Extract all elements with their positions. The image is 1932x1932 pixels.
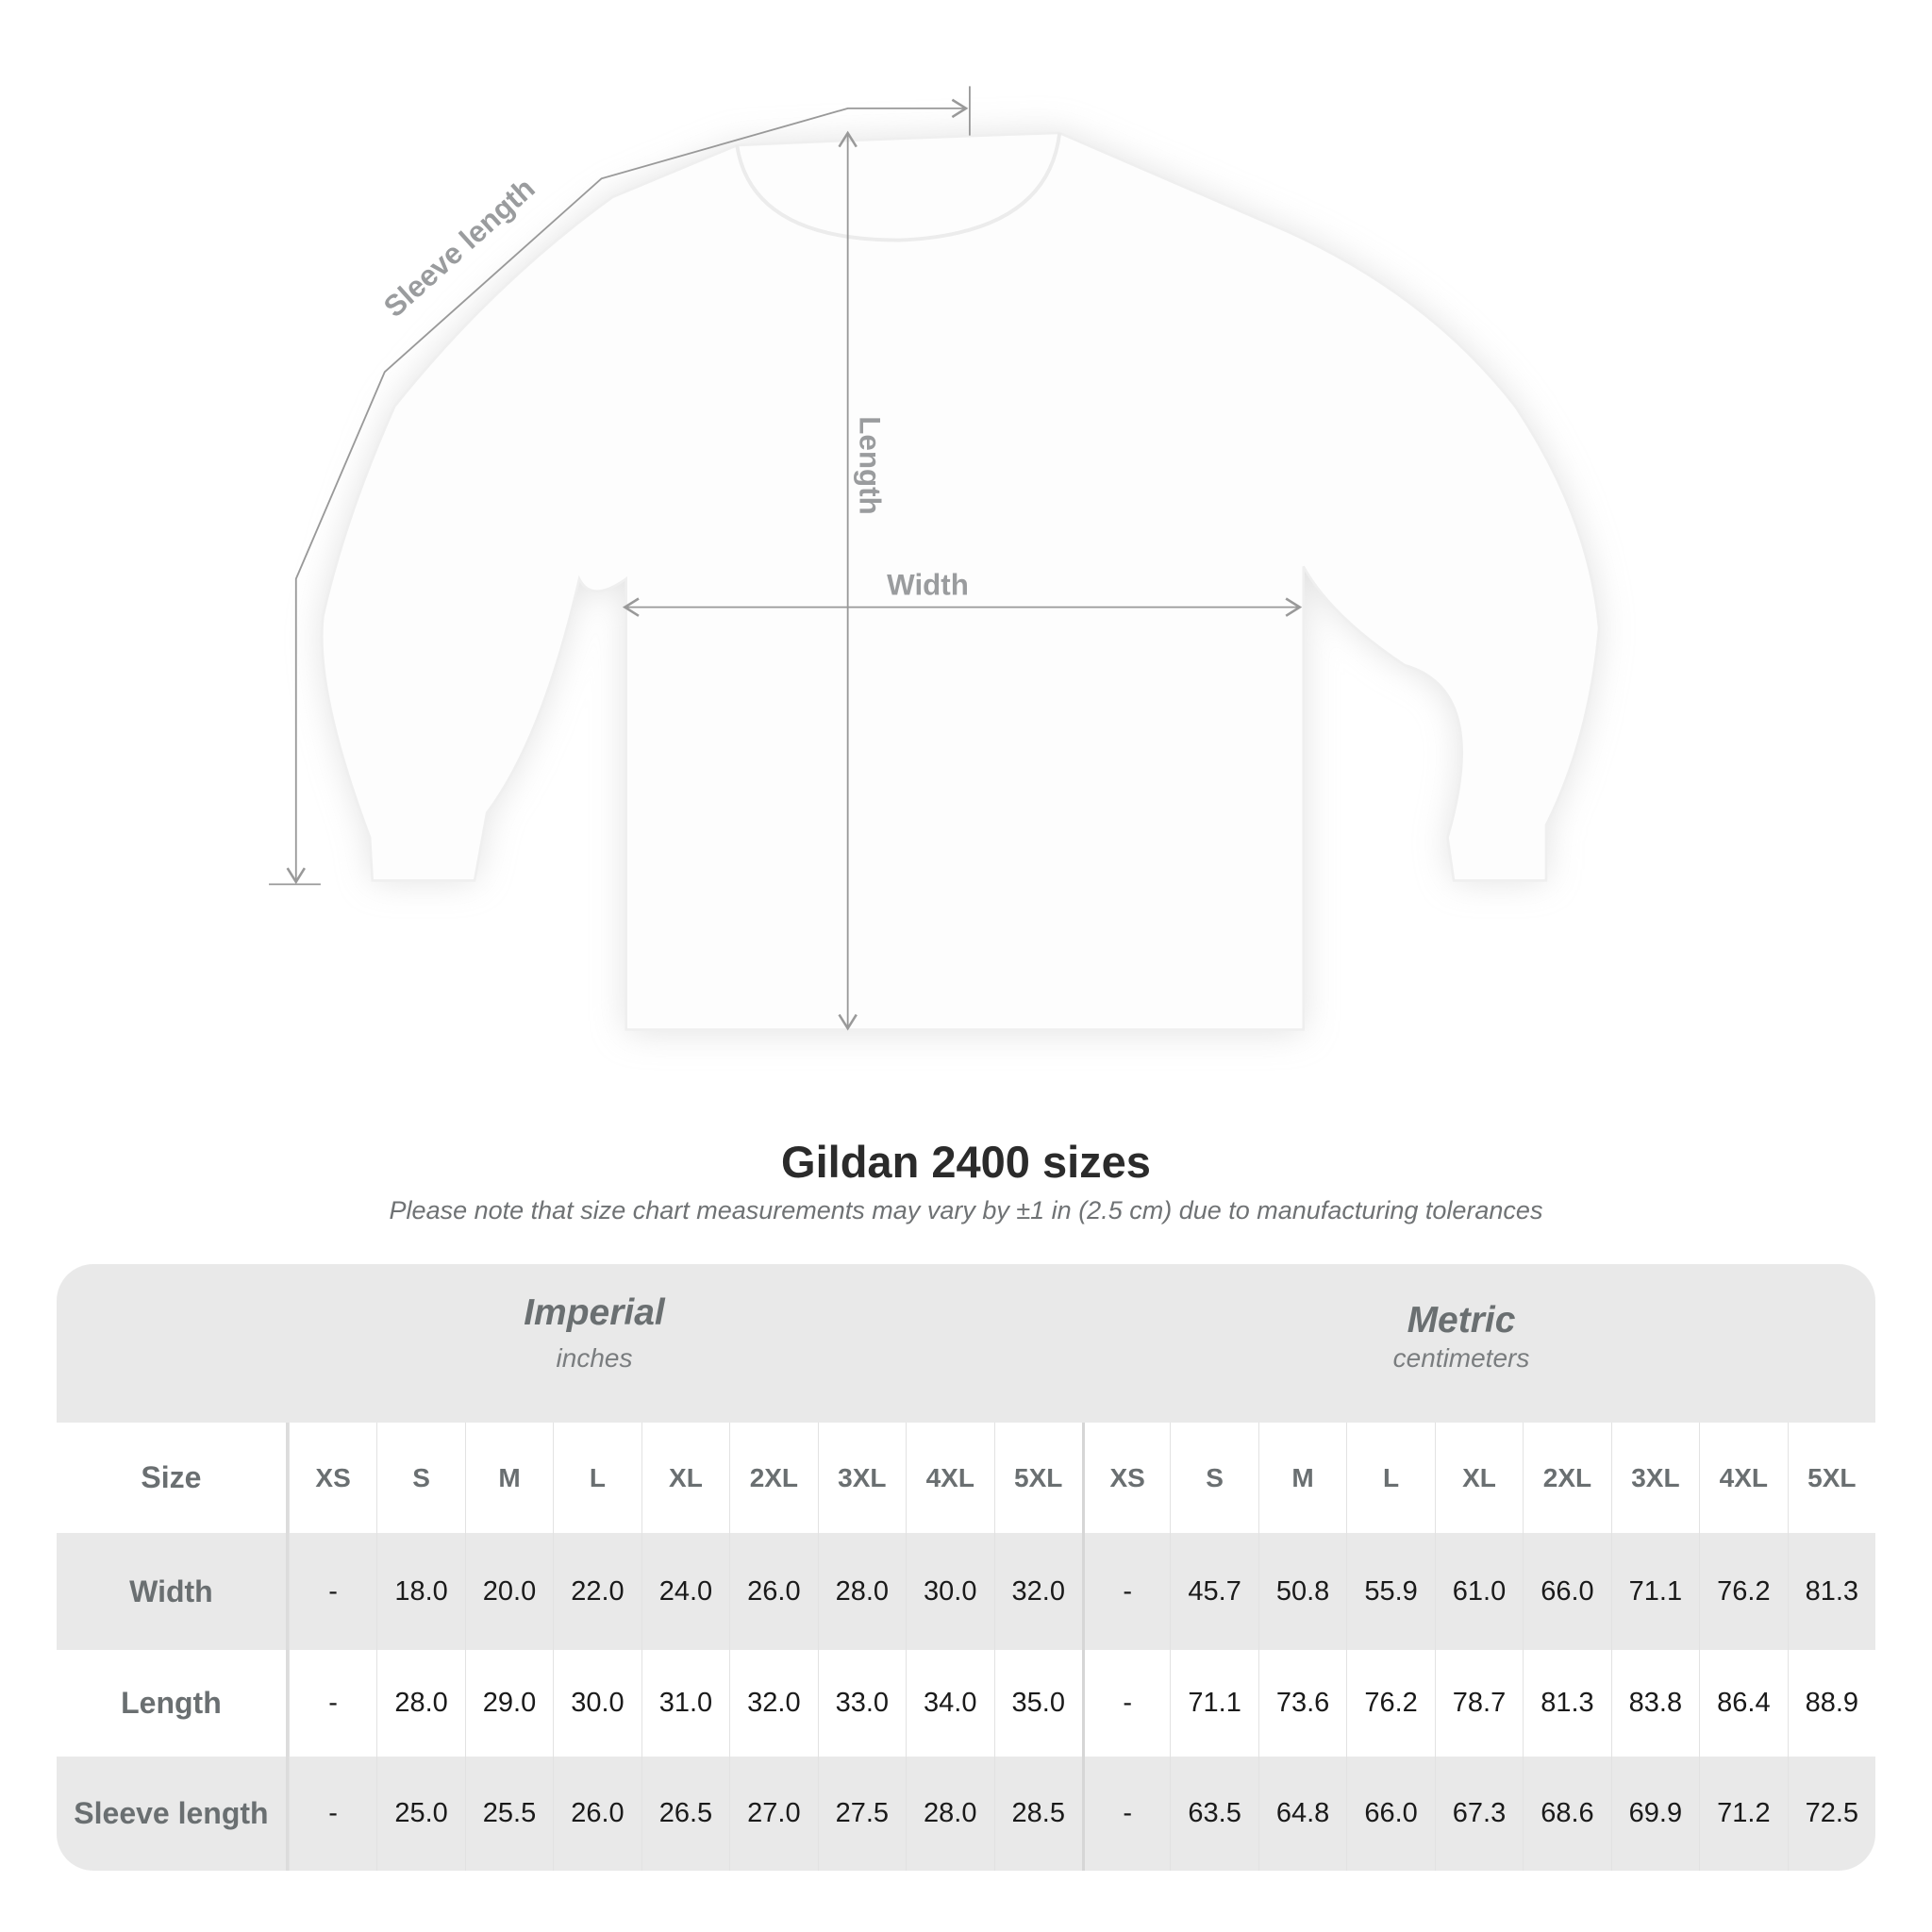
size-header-cell: XS: [288, 1423, 376, 1533]
imperial-header: Imperial inches: [358, 1292, 830, 1374]
value-cell: 61.0: [1434, 1533, 1523, 1650]
value-cell: 26.0: [553, 1757, 641, 1871]
row-label: Sleeve length: [57, 1757, 289, 1871]
value-cell: 25.5: [464, 1757, 553, 1871]
value-cell: 86.4: [1699, 1650, 1787, 1757]
value-cell: 22.0: [553, 1533, 641, 1650]
value-cell: 28.5: [993, 1757, 1082, 1871]
size-header-cell: 3XL: [1610, 1423, 1699, 1533]
value-cell: 20.0: [464, 1533, 553, 1650]
size-header-cell: 4XL: [1699, 1423, 1787, 1533]
value-cell: -: [1081, 1650, 1170, 1757]
value-cell: 81.3: [1523, 1650, 1610, 1757]
value-cell: 76.2: [1699, 1533, 1787, 1650]
value-cell: 66.0: [1523, 1533, 1610, 1650]
value-cell: 71.2: [1699, 1757, 1787, 1871]
sleeve-length-line: [286, 98, 969, 885]
value-cell: 28.0: [817, 1533, 906, 1650]
value-cell: 50.8: [1257, 1533, 1346, 1650]
value-cell: 28.0: [376, 1650, 464, 1757]
size-header-cell: 2XL: [729, 1423, 817, 1533]
imperial-unit: inches: [556, 1343, 633, 1373]
value-cell: 73.6: [1257, 1650, 1346, 1757]
value-cell: -: [1081, 1533, 1170, 1650]
value-cell: 35.0: [993, 1650, 1082, 1757]
value-cell: 25.0: [376, 1757, 464, 1871]
value-cell: 31.0: [641, 1650, 729, 1757]
row-label: Size: [57, 1423, 289, 1533]
value-cell: 69.9: [1610, 1757, 1699, 1871]
size-header-row: Size XS S M L XL 2XL 3XL 4XL 5XL XS S M L XL 2XL 3XL 4XL 5…: [57, 1423, 1875, 1533]
value-cell: -: [288, 1757, 376, 1871]
value-cell: 33.0: [817, 1650, 906, 1757]
value-cell: 30.0: [906, 1533, 993, 1650]
value-cell: -: [288, 1650, 376, 1757]
width-label: Width: [887, 569, 969, 602]
value-cell: 76.2: [1346, 1650, 1434, 1757]
value-cell: 28.0: [906, 1757, 993, 1871]
row-label: Width: [57, 1533, 289, 1650]
value-cell: 32.0: [729, 1650, 817, 1757]
long-sleeve-shirt-diagram: Sleeve length Length Width: [269, 86, 1601, 1033]
value-cell: 18.0: [376, 1533, 464, 1650]
value-cell: 26.5: [641, 1757, 729, 1871]
value-cell: 27.0: [729, 1757, 817, 1871]
size-header-cell: 3XL: [817, 1423, 906, 1533]
value-cell: 64.8: [1257, 1757, 1346, 1871]
value-cell: 26.0: [729, 1533, 817, 1650]
value-cell: -: [1081, 1757, 1170, 1871]
size-header-cell: 5XL: [1787, 1423, 1875, 1533]
value-cell: 71.1: [1610, 1533, 1699, 1650]
value-cell: 29.0: [464, 1650, 553, 1757]
value-cell: 45.7: [1170, 1533, 1257, 1650]
value-cell: 30.0: [553, 1650, 641, 1757]
size-header-cell: M: [464, 1423, 553, 1533]
table-row-length: Length -28.0 29.0 30.0 31.0 32.0 33.0 34.0 35.0-…: [57, 1650, 1875, 1757]
metric-header: Metric centimeters: [1225, 1300, 1697, 1374]
imperial-title: Imperial: [524, 1292, 665, 1333]
size-table: Imperial inches Metric centimeters Size XS S…: [57, 1264, 1875, 1871]
value-cell: 63.5: [1170, 1757, 1257, 1871]
metric-unit: centimeters: [1392, 1343, 1530, 1373]
size-header-cell: L: [1346, 1423, 1434, 1533]
size-header-cell: M: [1257, 1423, 1346, 1533]
metric-title: Metric: [1407, 1300, 1516, 1341]
value-cell: 83.8: [1610, 1650, 1699, 1757]
tolerance-note: Please note that size chart measurements…: [389, 1196, 1543, 1224]
value-cell: 34.0: [906, 1650, 993, 1757]
size-header-cell: XL: [1434, 1423, 1523, 1533]
value-cell: 27.5: [817, 1757, 906, 1871]
value-cell: 81.3: [1787, 1533, 1875, 1650]
page-title: Gildan 2400 sizes: [781, 1137, 1151, 1187]
value-cell: 68.6: [1523, 1757, 1610, 1871]
value-cell: 67.3: [1434, 1757, 1523, 1871]
table-row-sleeve-length: Sleeve length -25.0 25.5 26.0 26.5 27.0 27.5 28…: [57, 1757, 1875, 1871]
size-header-cell: L: [553, 1423, 641, 1533]
value-cell: 78.7: [1434, 1650, 1523, 1757]
size-header-cell: XS: [1081, 1423, 1170, 1533]
size-header-cell: S: [1170, 1423, 1257, 1533]
value-cell: 72.5: [1787, 1757, 1875, 1871]
value-cell: 32.0: [993, 1533, 1082, 1650]
table-row-width: Width -18.0 20.0 22.0 24.0 26.0 28.0 30.0 32.0-4…: [57, 1533, 1875, 1650]
value-cell: 71.1: [1170, 1650, 1257, 1757]
length-label: Length: [854, 416, 887, 514]
size-header-cell: XL: [641, 1423, 729, 1533]
size-header-cell: 5XL: [993, 1423, 1082, 1533]
value-cell: 88.9: [1787, 1650, 1875, 1757]
value-cell: -: [288, 1533, 376, 1650]
size-header-cell: 2XL: [1523, 1423, 1610, 1533]
value-cell: 66.0: [1346, 1757, 1434, 1871]
value-cell: 24.0: [641, 1533, 729, 1650]
size-header-cell: S: [376, 1423, 464, 1533]
row-label: Length: [57, 1650, 289, 1757]
unit-header: Imperial inches Metric centimeters: [57, 1264, 1875, 1423]
size-header-cell: 4XL: [906, 1423, 993, 1533]
value-cell: 55.9: [1346, 1533, 1434, 1650]
